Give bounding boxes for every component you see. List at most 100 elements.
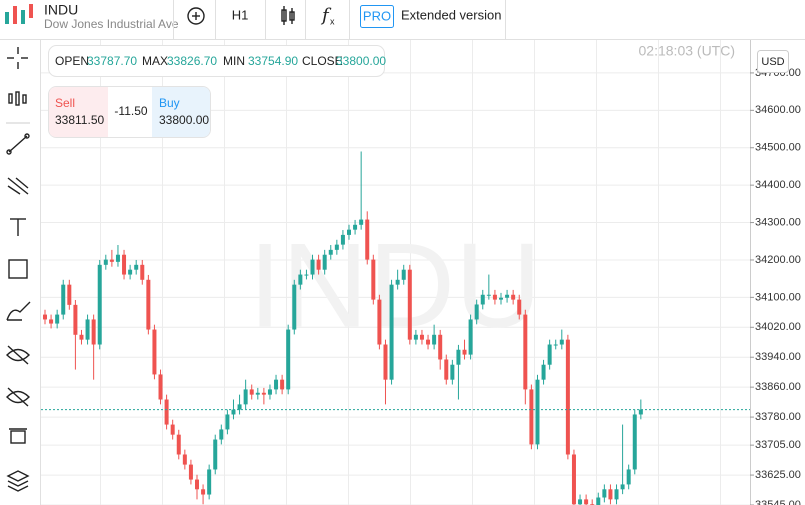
- candle-body: [450, 364, 455, 380]
- candle-body: [578, 499, 583, 505]
- candle-body: [49, 319, 54, 324]
- candle-body: [213, 439, 218, 470]
- symbol[interactable]: INDU: [44, 2, 78, 18]
- sell-button[interactable]: Sell 33811.50: [49, 87, 108, 137]
- candle-body: [340, 234, 345, 245]
- y-tick-label: 33780.00: [755, 411, 801, 423]
- svg-text:33754.90: 33754.90: [248, 54, 298, 68]
- crosshair-tool[interactable]: [7, 47, 28, 69]
- candle-body: [79, 334, 84, 340]
- candle-body: [219, 429, 224, 440]
- candle-body: [347, 229, 351, 235]
- y-tick-label: 34100.00: [755, 291, 801, 303]
- candle-body: [553, 344, 558, 346]
- layers[interactable]: [6, 470, 30, 492]
- candle-body: [322, 254, 327, 270]
- candle-body: [632, 414, 637, 470]
- hide-drawings[interactable]: [6, 345, 30, 365]
- candle-body: [134, 264, 139, 270]
- candle-body: [413, 334, 418, 340]
- candle-body: [122, 254, 127, 275]
- candle-body: [371, 259, 376, 300]
- indicators-tool[interactable]: [8, 91, 27, 106]
- candle-body: [529, 389, 534, 445]
- candle-body: [444, 359, 449, 380]
- symbol-name: Dow Jones Industrial Ave: [44, 17, 179, 31]
- y-tick-label: 33625.00: [755, 469, 801, 481]
- timeframe-button[interactable]: H1: [232, 7, 249, 22]
- candle-body: [547, 344, 552, 365]
- svg-text:PRO: PRO: [363, 8, 391, 23]
- candle-body: [146, 279, 151, 330]
- candle-body: [170, 424, 175, 435]
- candle-body: [328, 249, 333, 255]
- candle-body: [365, 219, 370, 260]
- add-indicator-button[interactable]: [187, 7, 205, 25]
- line-tool[interactable]: [6, 133, 30, 155]
- candle-body: [535, 379, 540, 445]
- candle-body: [91, 319, 96, 345]
- candle-body: [499, 297, 503, 300]
- candle-body: [316, 259, 321, 270]
- chart-type-button[interactable]: [281, 6, 295, 25]
- candle-body: [237, 404, 242, 410]
- hide-indicators[interactable]: [6, 387, 30, 407]
- candle-body: [55, 314, 60, 324]
- candle-body: [207, 469, 212, 495]
- candle-body: [73, 304, 78, 335]
- candle-body: [67, 284, 72, 305]
- candle-body: [614, 489, 619, 500]
- candle-body: [353, 224, 358, 230]
- trade-panel: Sell 33811.50 -11.50 Buy 33800.00: [48, 86, 211, 138]
- candle-body: [267, 389, 272, 395]
- clock: 02:18:03 (UTC): [639, 43, 735, 59]
- y-tick-label: 33545.00: [755, 499, 801, 505]
- candle-body: [541, 364, 546, 380]
- pro-badge[interactable]: PRO: [360, 5, 394, 28]
- svg-text:Sell: Sell: [55, 96, 75, 110]
- candle-body: [243, 389, 248, 405]
- y-tick-label: 34020.00: [755, 321, 801, 333]
- y-tick-label: 33860.00: [755, 381, 801, 393]
- candle-body: [492, 294, 497, 300]
- candle-body: [109, 259, 114, 262]
- candle-body: [584, 499, 589, 505]
- brush-tool[interactable]: [6, 301, 31, 321]
- delete-all[interactable]: [9, 428, 27, 444]
- fib-tool[interactable]: [7, 177, 29, 195]
- svg-text:33826.70: 33826.70: [167, 54, 217, 68]
- y-tick-label: 34200.00: [755, 254, 801, 266]
- candle-body: [304, 274, 309, 276]
- candle-body: [115, 254, 120, 262]
- candle-body: [571, 454, 576, 505]
- candle-body: [298, 274, 303, 285]
- candle-body: [523, 314, 528, 390]
- candle-body: [383, 344, 388, 380]
- side-toolbar[interactable]: [6, 47, 31, 492]
- candle-body: [638, 409, 643, 415]
- svg-text:33800.00: 33800.00: [159, 113, 209, 127]
- svg-text:33800.00: 33800.00: [336, 54, 386, 68]
- shape-tool[interactable]: [8, 259, 28, 279]
- candle-body: [395, 279, 400, 285]
- candle-body: [359, 219, 364, 225]
- candle-body: [377, 299, 382, 345]
- buy-button[interactable]: Buy 33800.00: [152, 87, 210, 137]
- candle-body: [61, 284, 66, 315]
- candle-body: [128, 269, 133, 275]
- candle-body: [432, 334, 437, 345]
- extended-version-link[interactable]: Extended version: [401, 7, 501, 22]
- candle-body: [140, 264, 145, 280]
- candle-body: [407, 269, 412, 340]
- spread: -11.50: [114, 104, 147, 118]
- candle-body: [164, 399, 169, 425]
- candle-body: [255, 392, 260, 395]
- candle-body: [201, 489, 206, 495]
- currency-button[interactable]: USD: [757, 50, 789, 73]
- candle-body: [292, 284, 297, 330]
- candle-body: [176, 434, 181, 455]
- text-tool[interactable]: [10, 218, 26, 236]
- candle-body: [456, 349, 461, 365]
- candle-body: [286, 329, 291, 390]
